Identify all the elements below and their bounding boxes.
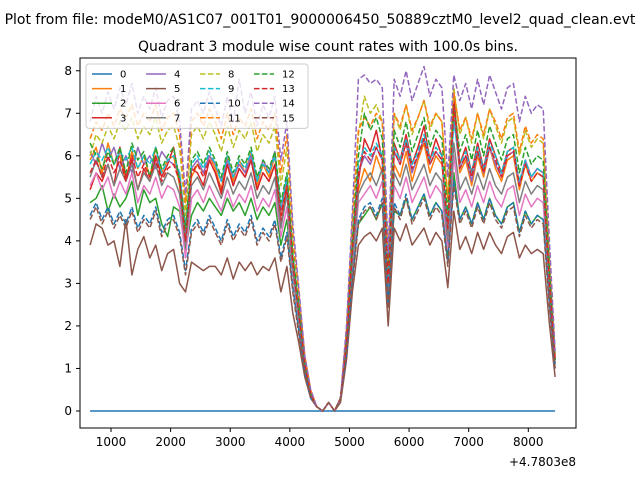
y-tick-label: 8 (64, 64, 72, 78)
suptitle: Plot from file: modeM0/AS1C07_001T01_900… (5, 12, 636, 28)
legend-label-1: 1 (120, 84, 126, 95)
legend-label-13: 13 (282, 84, 295, 95)
legend-label-10: 10 (228, 99, 241, 110)
plot-frame (79, 57, 577, 429)
x-tick-label: 4000 (275, 435, 306, 449)
legend-label-3: 3 (120, 113, 126, 124)
y-axis: 0 1 2 3 4 5 6 7 8 (64, 64, 80, 418)
legend-label-5: 5 (174, 84, 180, 95)
x-tick-label: 6000 (394, 435, 425, 449)
y-tick-label: 1 (64, 361, 72, 375)
y-tick-label: 6 (64, 149, 72, 163)
legend-label-15: 15 (282, 113, 295, 124)
y-tick-label: 4 (64, 234, 72, 248)
legend-label-2: 2 (120, 99, 126, 110)
x-tick-label: 5000 (334, 435, 365, 449)
legend-label-0: 0 (120, 70, 126, 81)
legend-label-14: 14 (282, 99, 295, 110)
y-tick-label: 0 (64, 404, 72, 418)
y-tick-label: 3 (64, 276, 72, 290)
y-tick-label: 2 (64, 319, 72, 333)
x-offset-label: +4.7803e8 (509, 455, 576, 469)
y-tick-label: 7 (64, 106, 72, 120)
chart-title: Quadrant 3 module wise count rates with … (138, 39, 518, 55)
series-line-13 (89, 104, 556, 412)
legend-label-8: 8 (228, 70, 234, 81)
legend-label-9: 9 (228, 84, 234, 95)
series-line-15 (89, 184, 556, 412)
x-tick-label: 1000 (96, 435, 127, 449)
y-tick-label: 5 (64, 191, 72, 205)
legend-label-7: 7 (174, 113, 180, 124)
x-tick-label: 2000 (155, 435, 186, 449)
legend-label-12: 12 (282, 70, 295, 81)
legend-box (85, 63, 309, 129)
x-axis: 1000 2000 3000 4000 5000 6000 7000 8000 (96, 428, 544, 449)
legend-label-11: 11 (228, 113, 241, 124)
legend-label-6: 6 (174, 99, 180, 110)
x-tick-label: 3000 (215, 435, 246, 449)
x-tick-label: 7000 (453, 435, 484, 449)
x-tick-label: 8000 (513, 435, 544, 449)
legend-label-4: 4 (174, 70, 180, 81)
